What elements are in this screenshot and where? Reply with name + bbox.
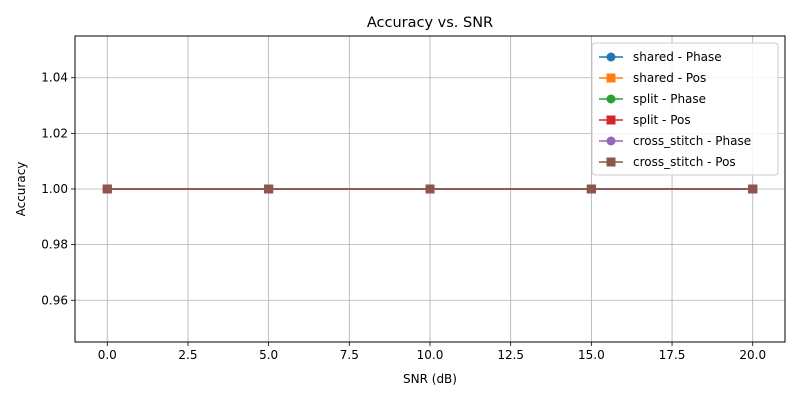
y-tick-label: 1.00 (41, 182, 68, 196)
x-tick-label: 5.0 (259, 348, 278, 362)
legend-label: cross_stitch - Pos (633, 155, 736, 169)
data-point (102, 184, 112, 194)
x-tick-label: 20.0 (739, 348, 766, 362)
data-point (425, 184, 435, 194)
x-tick-label: 17.5 (659, 348, 686, 362)
legend-marker (606, 157, 616, 167)
x-tick-label: 7.5 (340, 348, 359, 362)
legend-marker (606, 94, 616, 104)
series-group (102, 184, 758, 194)
x-tick-label: 0.0 (98, 348, 117, 362)
y-tick-label: 0.98 (41, 238, 68, 252)
x-tick-label: 10.0 (417, 348, 444, 362)
y-tick-label: 0.96 (41, 293, 68, 307)
legend-marker (606, 115, 616, 125)
legend-label: split - Phase (633, 92, 706, 106)
legend-marker (606, 136, 616, 146)
y-axis-label: Accuracy (14, 162, 28, 217)
legend-box (591, 42, 779, 176)
legend-label: shared - Pos (633, 71, 706, 85)
data-point (748, 184, 758, 194)
legend-label: split - Pos (633, 113, 691, 127)
axis-ticks: 0.0 2.5 5.0 7.5 10.0 12.5 15.0 17.5 20.0 0.96 0.98… (41, 71, 766, 362)
legend-label: shared - Phase (633, 50, 722, 64)
series-cross-stitch-pos (102, 184, 758, 194)
legend-item: shared - Phase (599, 50, 722, 64)
x-tick-label: 15.0 (578, 348, 605, 362)
legend-item: cross_stitch - Phase (599, 134, 751, 148)
legend-marker (606, 52, 616, 62)
y-tick-label: 1.02 (41, 126, 68, 140)
legend-item: split - Pos (599, 113, 691, 127)
legend-label: cross_stitch - Phase (633, 134, 751, 148)
y-tick-label: 1.04 (41, 71, 68, 85)
chart-title: Accuracy vs. SNR (367, 15, 493, 31)
x-tick-label: 2.5 (178, 348, 197, 362)
x-axis-label: SNR (dB) (403, 372, 457, 386)
legend-item: shared - Pos (599, 71, 706, 85)
legend-item: split - Phase (599, 92, 706, 106)
data-point (264, 184, 274, 194)
x-tick-label: 12.5 (497, 348, 524, 362)
legend-item: cross_stitch - Pos (599, 155, 736, 169)
legend: shared - Phase shared - Pos split - Phase s… (591, 42, 779, 176)
legend-marker (606, 73, 616, 83)
data-point (586, 184, 596, 194)
